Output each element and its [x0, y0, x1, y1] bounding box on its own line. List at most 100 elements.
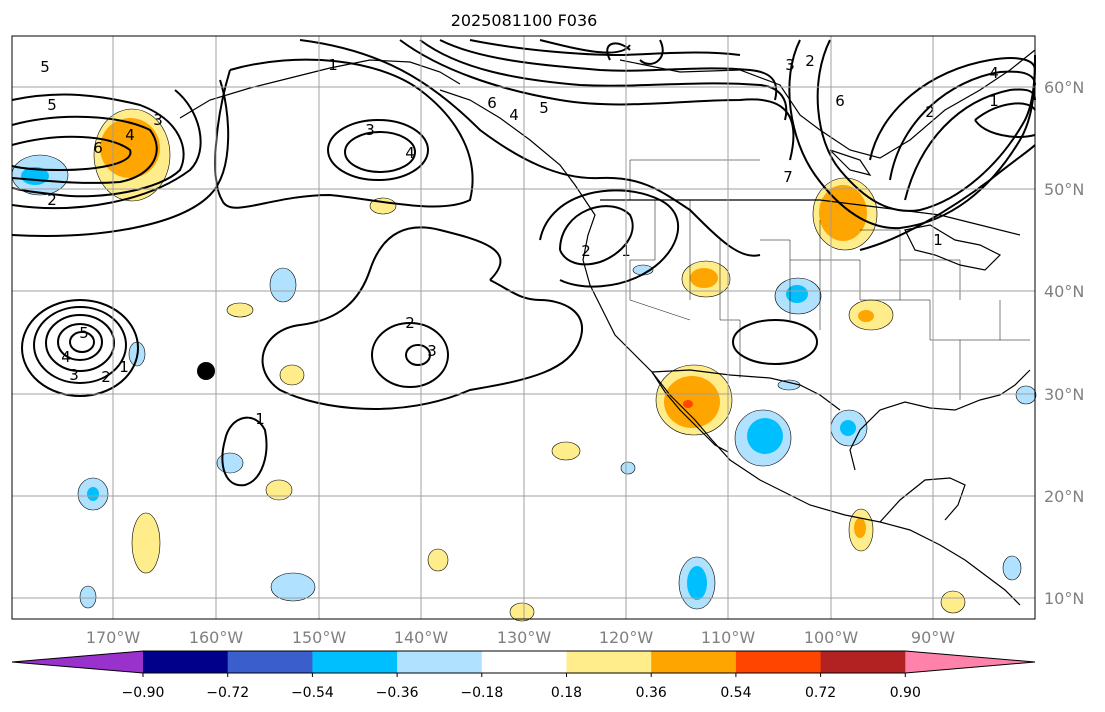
colorbar-tick-label: −0.18	[460, 685, 503, 701]
lon-label: 140°W	[394, 628, 449, 647]
neg-patch	[777, 379, 801, 391]
contour-label: 1	[255, 410, 265, 428]
pos-patch	[427, 548, 449, 572]
gridlines	[12, 36, 1035, 619]
colorbar-segment	[227, 651, 313, 673]
contour-line	[299, 39, 761, 257]
pos-patch	[265, 479, 293, 501]
contour-line	[859, 144, 1036, 251]
contour-label: 2	[805, 52, 815, 70]
latitude-labels: 60°N 50°N 40°N 30°N 20°N 10°N	[1044, 78, 1084, 608]
contour-label: 1	[328, 56, 338, 74]
contour-line	[11, 135, 132, 172]
lat-label: 50°N	[1044, 180, 1084, 199]
contour-label: 3	[69, 366, 79, 384]
contour-line	[732, 319, 818, 365]
pos-patch	[858, 310, 874, 322]
hudson-bay-region	[829, 149, 872, 176]
lon-label: 160°W	[189, 628, 244, 647]
contour-label: 3	[153, 111, 163, 129]
contour-label: 5	[539, 99, 549, 117]
pos-patch	[551, 441, 581, 461]
contour-line	[344, 131, 416, 173]
colorbar-tick-label: 0.36	[636, 685, 667, 701]
contour-line	[904, 88, 1036, 201]
contour-label: 4	[61, 348, 71, 366]
contour-line	[606, 39, 664, 65]
contour-line	[221, 416, 268, 487]
colorbar-tick-label: 0.54	[720, 685, 751, 701]
colorbar-segment	[143, 651, 229, 673]
pos-patch	[509, 602, 535, 622]
contour-line	[405, 344, 431, 366]
contour-label: 3	[427, 342, 437, 360]
state-border-lines	[629, 159, 1030, 400]
lon-label: 110°W	[701, 628, 756, 647]
colorbar-segment	[312, 651, 398, 673]
contour-label: 6	[93, 139, 103, 157]
contour-line	[11, 93, 185, 198]
contour-label: 4	[509, 106, 519, 124]
contour-line	[419, 39, 788, 121]
neg-patch	[269, 267, 297, 303]
contour-line	[21, 299, 139, 397]
contour-label: 1	[119, 358, 129, 376]
neg-patch	[747, 418, 783, 454]
neg-patch	[79, 585, 97, 609]
pos-patch	[683, 400, 693, 408]
contour-line	[261, 226, 583, 410]
lat-label: 20°N	[1044, 487, 1084, 506]
contour-line	[399, 39, 795, 161]
pos-patch	[819, 185, 867, 241]
lon-label: 130°W	[497, 628, 552, 647]
contour-line	[57, 323, 103, 361]
colorbar-tick-label: −0.36	[376, 685, 419, 701]
contour-label: 4	[989, 64, 999, 82]
contour-label: 5	[40, 58, 50, 76]
colorbar-segment	[397, 651, 483, 673]
coastlines	[179, 49, 1036, 606]
contour-line	[974, 102, 1036, 138]
contour-line	[816, 39, 1036, 212]
pos-patch	[131, 512, 161, 574]
contour-line	[327, 119, 429, 181]
contour-line	[11, 89, 202, 210]
map-panel: 5 5 6 4 3 2 1 3 4 6 4 5 3 2 6 7 4 2 1 1 …	[11, 35, 1037, 622]
contour-line	[559, 205, 634, 266]
colorbar-extend-max	[905, 651, 1035, 673]
map-title: 2025081100 F036	[451, 11, 598, 30]
contour-label: 2	[925, 103, 935, 121]
colorbar-tick-label: 0.72	[805, 685, 836, 701]
contour-label: 5	[79, 324, 89, 342]
pos-patch	[226, 302, 254, 318]
lon-label: 150°W	[292, 628, 347, 647]
contour-line	[469, 39, 741, 57]
height-contours	[11, 39, 1036, 487]
contour-label: 5	[47, 96, 57, 114]
contour-line	[889, 70, 1036, 181]
point-marker	[197, 362, 215, 380]
state-borders	[629, 159, 1030, 400]
contour-line	[214, 58, 474, 209]
baja-coast	[651, 371, 729, 453]
contour-line	[371, 322, 449, 388]
contour-line	[788, 39, 1036, 230]
neg-patch	[620, 461, 636, 475]
contour-line	[33, 306, 127, 384]
lat-label: 40°N	[1044, 282, 1084, 301]
contour-line	[11, 79, 230, 237]
us-mexico-border	[651, 369, 841, 411]
contour-label: 1	[933, 231, 943, 249]
colorbar-segment	[566, 651, 652, 673]
neg-patch	[1015, 385, 1037, 405]
colorbar-tick-label: −0.90	[122, 685, 165, 701]
pos-patch	[690, 268, 718, 288]
contour-label: 1	[989, 92, 999, 110]
lon-label: 170°W	[86, 628, 141, 647]
neg-patch	[216, 452, 244, 474]
colorbar-tick-label: 0.18	[551, 685, 582, 701]
neg-patch	[270, 572, 316, 602]
lon-label: 120°W	[599, 628, 654, 647]
contour-label: 2	[581, 242, 591, 260]
colorbar-segment	[651, 651, 737, 673]
